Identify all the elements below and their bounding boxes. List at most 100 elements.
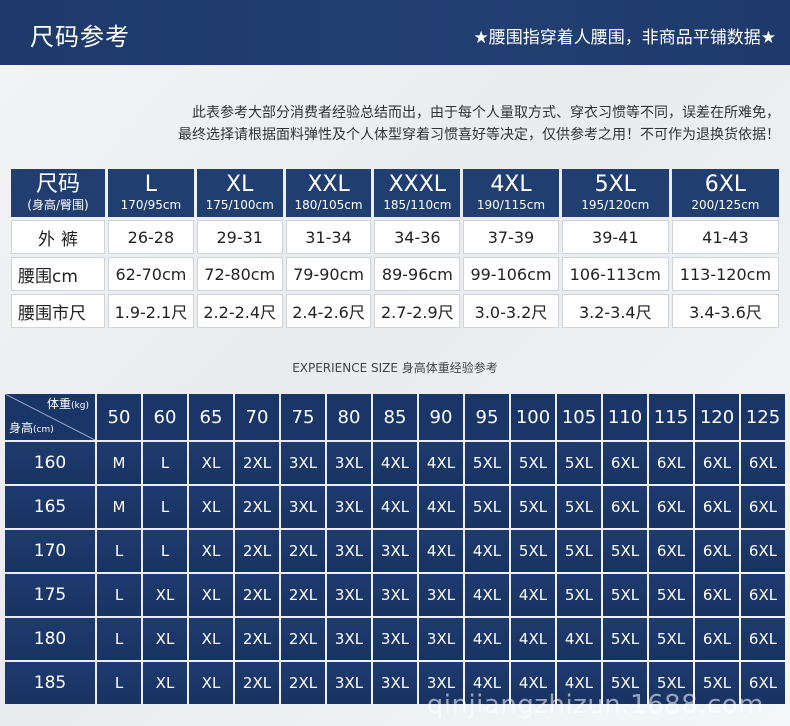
size-recommendation-cell: XL bbox=[143, 618, 187, 660]
page-title: 尺码参考 bbox=[30, 23, 130, 51]
experience-row: 185 L XL XL 2XL 2XL 3XL 3XL 3XL 4XL 4XL 4XL 5XL 5XL 5X… bbox=[5, 662, 785, 704]
size-recommendation-cell: 3XL bbox=[327, 486, 371, 528]
experience-row: 175 L XL XL 2XL 2XL 3XL 3XL 3XL 4XL 4XL 5XL 5XL 5XL 6X… bbox=[5, 574, 785, 616]
size-value-cell: 41-43 bbox=[671, 220, 779, 254]
size-recommendation-cell: L bbox=[97, 574, 141, 616]
size-header-cell: L 170/95cm bbox=[108, 169, 194, 217]
size-value-cell: 3.0-3.2尺 bbox=[463, 294, 559, 328]
size-recommendation-cell: 5XL bbox=[557, 530, 601, 572]
size-recommendation-cell: XL bbox=[189, 662, 233, 704]
size-recommendation-cell: 4XL bbox=[465, 662, 509, 704]
size-recommendation-cell: 3XL bbox=[373, 530, 417, 572]
size-header-cell: XXL 180/105cm bbox=[285, 169, 372, 217]
size-recommendation-cell: 3XL bbox=[281, 486, 325, 528]
weight-header-cell: 95 bbox=[465, 394, 509, 440]
size-recommendation-cell: 4XL bbox=[511, 574, 555, 616]
size-recommendation-cell: 4XL bbox=[511, 662, 555, 704]
size-recommendation-cell: 6XL bbox=[695, 618, 739, 660]
size-recommendation-cell: XL bbox=[189, 618, 233, 660]
size-recommendation-cell: 3XL bbox=[327, 662, 371, 704]
size-recommendation-cell: 2XL bbox=[281, 530, 325, 572]
size-recommendation-cell: 6XL bbox=[695, 574, 739, 616]
size-table-row: 腰围市尺 1.9-2.1尺 2.2-2.4尺 2.4-2.6尺 2.7-2.9尺 3.0-… bbox=[11, 294, 779, 328]
height-cell: 160 bbox=[5, 442, 95, 484]
size-recommendation-cell: 5XL bbox=[557, 442, 601, 484]
size-recommendation-cell: 6XL bbox=[695, 530, 739, 572]
weight-header-cell: 50 bbox=[97, 394, 141, 440]
size-value-cell: 3.2-3.4尺 bbox=[561, 294, 669, 328]
experience-row: 170 L L XL 2XL 2XL 3XL 3XL 4XL 4XL 5XL 5XL 5XL 6XL 6XL… bbox=[5, 530, 785, 572]
size-value-cell: 62-70cm bbox=[108, 257, 194, 291]
size-value-cell: 2.4-2.6尺 bbox=[285, 294, 372, 328]
size-value-cell: 2.7-2.9尺 bbox=[374, 294, 461, 328]
height-cell: 170 bbox=[5, 530, 95, 572]
size-recommendation-cell: 5XL bbox=[511, 486, 555, 528]
size-recommendation-cell: 4XL bbox=[419, 442, 463, 484]
height-unit: (cm) bbox=[33, 425, 54, 435]
size-recommendation-cell: 6XL bbox=[695, 442, 739, 484]
size-recommendation-cell: L bbox=[97, 618, 141, 660]
size-value-cell: 37-39 bbox=[463, 220, 559, 254]
size-header-cell: XXXL 185/110cm bbox=[374, 169, 461, 217]
height-cell: 175 bbox=[5, 574, 95, 616]
size-recommendation-cell: 6XL bbox=[741, 574, 785, 616]
height-cell: 180 bbox=[5, 618, 95, 660]
size-recommendation-cell: 6XL bbox=[741, 618, 785, 660]
size-header-cell: 4XL 190/115cm bbox=[463, 169, 559, 217]
weight-header-cell: 115 bbox=[649, 394, 693, 440]
size-recommendation-cell: 2XL bbox=[281, 618, 325, 660]
weight-header-cell: 105 bbox=[557, 394, 601, 440]
size-recommendation-cell: 6XL bbox=[741, 662, 785, 704]
height-axis-label: 身高(cm) bbox=[9, 419, 54, 436]
size-recommendation-cell: 5XL bbox=[557, 486, 601, 528]
waist-notice: ★腰围指穿着人腰围，非商品平铺数据★ bbox=[473, 28, 776, 48]
disclaimer-note: 此表参考大部分消费者经验总结而出，由于每个人量取方式、穿衣习惯等不同，误差在所难… bbox=[178, 102, 780, 146]
experience-caption: EXPERIENCE SIZE 身高体重经验参考 bbox=[292, 361, 498, 375]
size-value-cell: 31-34 bbox=[285, 220, 372, 254]
size-recommendation-cell: 2XL bbox=[235, 662, 279, 704]
size-spec: 170/95cm bbox=[120, 198, 182, 212]
size-recommendation-cell: 5XL bbox=[511, 530, 555, 572]
size-value-cell: 106-113cm bbox=[561, 257, 669, 291]
size-recommendation-cell: 4XL bbox=[557, 618, 601, 660]
size-spec: 200/125cm bbox=[691, 198, 760, 212]
size-value-cell: 3.4-3.6尺 bbox=[671, 294, 779, 328]
experience-row: 160 M L XL 2XL 3XL 3XL 4XL 4XL 5XL 5XL 5XL 6XL 6XL 6XL… bbox=[5, 442, 785, 484]
size-name: L bbox=[144, 172, 158, 197]
size-recommendation-cell: 4XL bbox=[511, 618, 555, 660]
size-table-row: 外裤 26-28 29-31 31-34 34-36 37-39 39-41 41-43 bbox=[11, 220, 779, 254]
size-header-cell: 6XL 200/125cm bbox=[671, 169, 779, 217]
size-recommendation-cell: L bbox=[97, 662, 141, 704]
size-chart-table: 尺码 (身高/臀围) L 170/95cm XL 175/100cm XXL 180/105c… bbox=[8, 166, 782, 331]
size-recommendation-cell: 3XL bbox=[419, 574, 463, 616]
weight-header-cell: 120 bbox=[695, 394, 739, 440]
height-cell: 165 bbox=[5, 486, 95, 528]
size-value-cell: 72-80cm bbox=[196, 257, 283, 291]
size-recommendation-cell: 5XL bbox=[603, 574, 647, 616]
size-recommendation-cell: 6XL bbox=[741, 530, 785, 572]
size-recommendation-cell: 6XL bbox=[741, 442, 785, 484]
header-banner: 尺码参考 ★腰围指穿着人腰围，非商品平铺数据★ bbox=[0, 0, 790, 65]
size-value-cell: 1.9-2.1尺 bbox=[108, 294, 194, 328]
size-value-cell: 79-90cm bbox=[285, 257, 372, 291]
size-recommendation-cell: 4XL bbox=[557, 662, 601, 704]
experience-header-row: 体重(kg) 身高(cm) 50 60 65 70 75 80 85 90 95 100 105 110 1… bbox=[5, 394, 785, 440]
weight-header-cell: 90 bbox=[419, 394, 463, 440]
size-name: 5XL bbox=[594, 172, 636, 197]
size-recommendation-cell: 6XL bbox=[649, 442, 693, 484]
size-value-cell: 26-28 bbox=[108, 220, 194, 254]
size-recommendation-cell: M bbox=[97, 486, 141, 528]
size-recommendation-cell: 5XL bbox=[465, 486, 509, 528]
size-recommendation-cell: 3XL bbox=[327, 618, 371, 660]
size-recommendation-cell: 4XL bbox=[465, 530, 509, 572]
size-name: XXXL bbox=[388, 172, 447, 197]
size-recommendation-cell: XL bbox=[143, 574, 187, 616]
size-recommendation-cell: 2XL bbox=[235, 530, 279, 572]
size-header-cell: XL 175/100cm bbox=[196, 169, 283, 217]
size-recommendation-cell: XL bbox=[189, 486, 233, 528]
disclaimer-line-1: 此表参考大部分消费者经验总结而出，由于每个人量取方式、穿衣习惯等不同，误差在所难… bbox=[192, 105, 780, 121]
disclaimer-line-2: 最终选择请根据面料弹性及个人体型穿着习惯喜好等决定，仅供参考之用！不可作为退换货… bbox=[178, 127, 780, 143]
size-recommendation-cell: 2XL bbox=[235, 618, 279, 660]
size-recommendation-cell: XL bbox=[189, 574, 233, 616]
weight-header-cell: 60 bbox=[143, 394, 187, 440]
